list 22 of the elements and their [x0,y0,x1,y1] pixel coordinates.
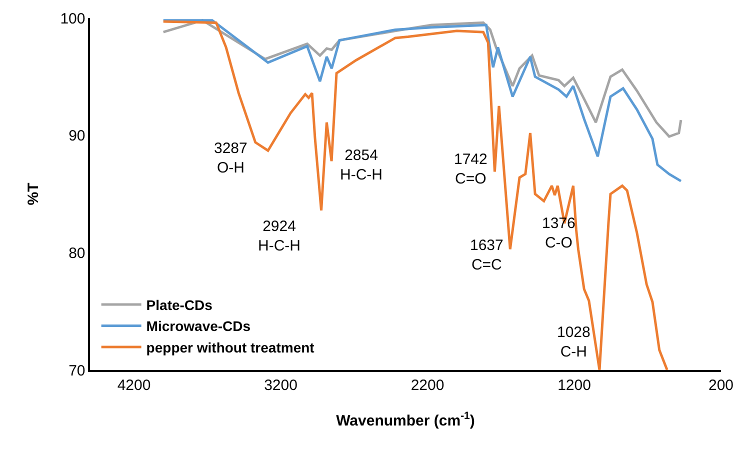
x-tick-label: 4200 [117,376,151,394]
x-tick-label: 3200 [264,376,298,394]
annotation: 2854 H-C-H [340,147,382,184]
y-tick-label: 80 [68,244,86,262]
y-tick-label: 70 [68,362,86,380]
x-axis-title: Wavenumber (cm$^{-1}$) [336,410,475,430]
annotation: 3287 O-H [214,140,248,176]
annotation: 1376 C-O [542,215,576,252]
x-tick-label: 2200 [410,376,444,394]
annotation: 2924 H-C-H [258,218,300,254]
annotation: 1028 C-H [557,324,590,360]
legend-label: Microwave-CDs [146,318,251,334]
x-tick-label: 200 [708,376,734,394]
annotation: 1637 C=C [470,237,504,274]
annotation: 1742 C=O [454,151,488,188]
y-axis-title: %T [24,182,42,206]
y-tick-label: 100 [60,10,86,28]
legend-label: Plate-CDs [146,297,213,314]
legend-label: pepper without treatment [146,339,315,356]
y-tick-label: 90 [68,128,86,145]
line-series [162,19,682,182]
x-tick-label: 1200 [558,376,591,394]
